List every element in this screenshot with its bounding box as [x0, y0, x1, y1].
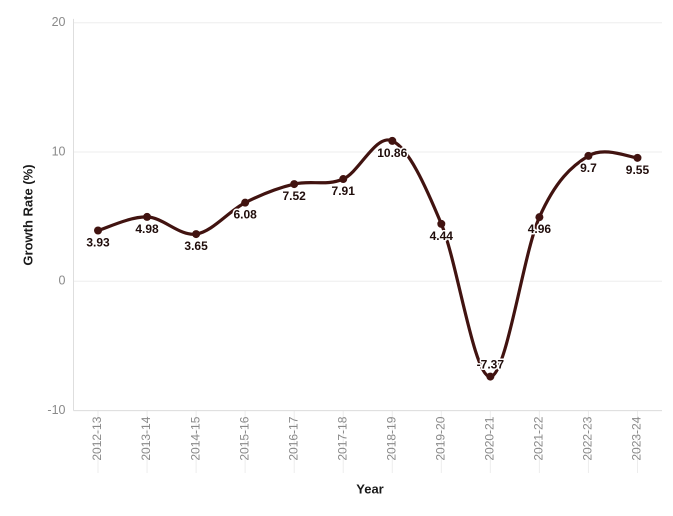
- data-point-label: 4.96: [528, 222, 552, 236]
- y-axis-tick-label: -10: [47, 403, 65, 417]
- data-point-label: 9.7: [580, 161, 597, 175]
- x-axis-tick-label: 2012-13: [90, 416, 104, 460]
- x-axis-title: Year: [356, 481, 384, 497]
- data-point-marker[interactable]: [143, 212, 152, 221]
- data-point-label: 4.44: [430, 229, 454, 243]
- data-point-label: 7.52: [283, 189, 307, 203]
- x-axis-tick-label: 2023-24: [630, 416, 644, 460]
- data-point-label: 10.86: [377, 146, 407, 160]
- x-axis-tick-label: 2014-15: [188, 416, 202, 460]
- x-axis-tick-label: 2017-18: [335, 416, 349, 460]
- data-point-label: -7.37: [477, 358, 505, 372]
- x-axis-tick-label: 2022-23: [581, 416, 595, 460]
- data-point-label: 6.08: [233, 208, 257, 222]
- x-axis-tick-label: 2016-17: [286, 416, 300, 460]
- data-point-label: 3.65: [184, 239, 208, 253]
- x-axis-tick-label: 2019-20: [433, 416, 447, 460]
- series-line: [96, 138, 640, 379]
- data-point-marker[interactable]: [584, 151, 593, 160]
- data-point-label: 9.55: [626, 163, 650, 177]
- data-point-marker[interactable]: [633, 153, 642, 162]
- y-axis-tick-label: 0: [59, 274, 66, 288]
- data-point-marker[interactable]: [94, 226, 103, 235]
- y-axis-tick-label: 20: [52, 15, 66, 29]
- data-point-marker[interactable]: [437, 219, 446, 228]
- data-point-label: 7.91: [332, 184, 356, 198]
- y-axis-title: Growth Rate (%): [20, 164, 36, 266]
- x-axis-tick-label: 2015-16: [237, 416, 251, 460]
- x-axis-tick-label: 2021-22: [532, 416, 546, 460]
- data-point-marker[interactable]: [241, 198, 250, 207]
- data-point-marker[interactable]: [388, 136, 397, 145]
- data-point-marker[interactable]: [535, 213, 544, 222]
- data-point-marker[interactable]: [486, 372, 495, 381]
- data-point-marker[interactable]: [290, 180, 299, 189]
- data-point-label: 4.98: [135, 222, 159, 236]
- data-point-label: 3.93: [86, 235, 110, 249]
- x-axis-tick-label: 2020-21: [483, 416, 497, 460]
- y-axis-tick-label: 10: [52, 144, 66, 158]
- x-axis-tick-label: 2013-14: [139, 416, 153, 460]
- data-point-marker[interactable]: [339, 175, 348, 184]
- x-axis-tick-label: 2018-19: [384, 416, 398, 460]
- data-point-marker[interactable]: [192, 230, 201, 239]
